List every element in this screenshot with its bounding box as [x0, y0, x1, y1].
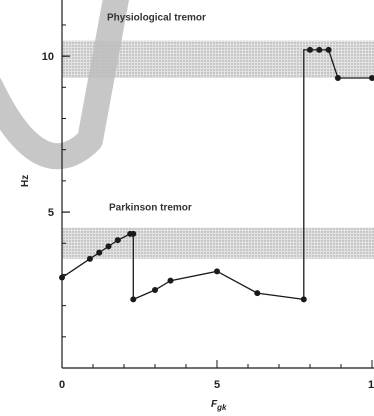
x-axis-title: Fgk	[211, 399, 227, 412]
markers-layer	[59, 46, 374, 303]
data-point	[300, 296, 307, 303]
y-tick-label: 5	[48, 207, 54, 219]
ticks-layer: 5 10 0 5 10	[42, 24, 374, 391]
axes	[61, 0, 374, 369]
x-axis-title-main: F	[211, 399, 218, 410]
x-tick-label: 0	[59, 379, 65, 391]
data-point	[59, 274, 65, 281]
data-point	[105, 243, 112, 250]
data-point	[130, 230, 137, 237]
data-point	[152, 287, 158, 294]
band-label-parkinson: Parkinson tremor	[109, 203, 192, 214]
y-axis-title: Hz	[20, 175, 31, 187]
data-point	[307, 46, 313, 53]
x-tick-label: 10	[368, 379, 374, 391]
data-point	[167, 277, 174, 284]
x-axis-title-subscript: gk	[216, 403, 227, 412]
data-point	[214, 268, 220, 275]
data-point	[254, 290, 261, 297]
data-point	[96, 249, 103, 256]
data-point	[86, 255, 93, 262]
band-label-physiological: Physiological tremor	[107, 13, 206, 24]
data-point	[130, 296, 137, 303]
watermark-stroke	[0, 0, 130, 170]
data-point	[369, 74, 374, 81]
data-point	[325, 46, 332, 53]
x-tick-label: 5	[214, 379, 220, 391]
data-point	[114, 237, 121, 244]
data-point	[334, 74, 341, 81]
watermark-check-mark	[0, 0, 130, 170]
tremor-band-1	[62, 227, 374, 259]
y-tick-label: 10	[42, 51, 54, 63]
data-point	[316, 46, 323, 53]
